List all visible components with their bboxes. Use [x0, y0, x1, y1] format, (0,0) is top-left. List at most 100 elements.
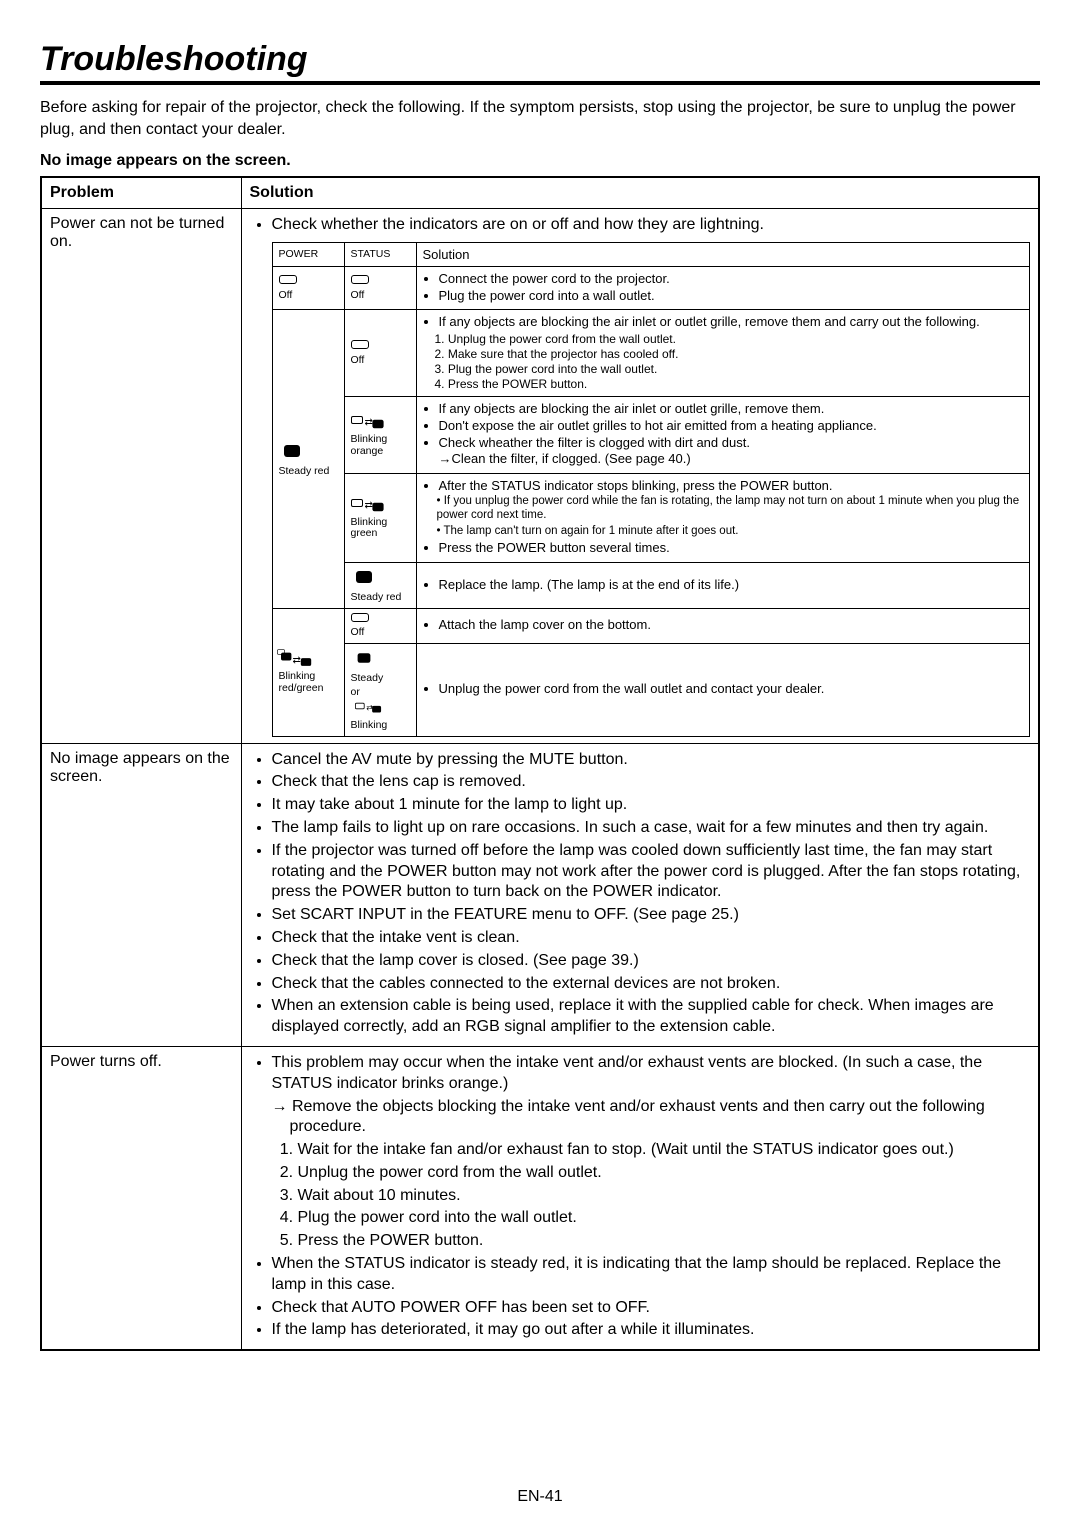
ind-status-steady-red-label: Steady red [351, 592, 410, 604]
sol-rg-steady: Unplug the power cord from the wall outl… [416, 643, 1030, 736]
sol2-steps: 1. Unplug the power cord from the wall o… [423, 332, 1024, 392]
ind-status-steady-or-blink: Steady or ⇄ Blinking [344, 643, 416, 736]
led-blink-icon: ⇄ [351, 495, 391, 511]
list-item: Wait about 10 minutes. [298, 1186, 1031, 1207]
ind-status-off2: Off [344, 310, 416, 396]
sol2-1: 1. Unplug the power cord from the wall o… [435, 332, 1024, 347]
led-steady-icon [279, 441, 305, 461]
sol3b: Don't expose the air outlet grilles to h… [439, 418, 1024, 434]
sol3c-text: Check wheather the filter is clogged wit… [439, 435, 750, 450]
page-title: Troubleshooting [40, 40, 1040, 85]
led-steady-icon [351, 567, 377, 587]
ind-steady-red-label: Steady red [279, 466, 338, 478]
list-item: Set SCART INPUT in the FEATURE menu to O… [272, 905, 1031, 926]
sol-steady-off: If any objects are blocking the air inle… [416, 310, 1030, 396]
list-item: It may take about 1 minute for the lamp … [272, 795, 1031, 816]
sol7: Unplug the power cord from the wall outl… [439, 681, 1024, 697]
ind-power-blink-rg: ⇄ Blinking red/green [272, 608, 344, 736]
ind-power-steady-red: Steady red [272, 310, 344, 608]
list-item: Check that AUTO POWER OFF has been set t… [272, 1298, 1031, 1319]
th-problem: Problem [41, 177, 241, 209]
indicator-table: POWER STATUS Solution Off Off [272, 242, 1031, 737]
ind-status-off-label: Off [351, 290, 410, 302]
list-item: If the lamp has deteriorated, it may go … [272, 1320, 1031, 1341]
inner-th-solution: Solution [416, 242, 1030, 266]
ind-status-off: Off [344, 266, 416, 310]
sol4c: • The lamp can't turn on again for 1 min… [437, 525, 1024, 539]
list-item: Check that the lens cap is removed. [272, 772, 1031, 793]
sol4b-text: If you unplug the power cord while the f… [437, 495, 1020, 521]
sol3a: If any objects are blocking the air inle… [439, 401, 1024, 417]
row3-lead: This problem may occur when the intake v… [272, 1053, 1031, 1095]
problem-no-image: No image appears on the screen. [41, 743, 241, 1046]
sol-blink-green: After the STATUS indicator stops blinkin… [416, 473, 1030, 562]
list-item: Plug the power cord into the wall outlet… [298, 1208, 1031, 1229]
ind-status-off2-label: Off [351, 355, 410, 367]
list-item: When an extension cable is being used, r… [272, 996, 1031, 1038]
row3-tail: When the STATUS indicator is steady red,… [250, 1254, 1031, 1341]
list-item: Check that the intake vent is clean. [272, 928, 1031, 949]
troubleshooting-table: Problem Solution Power can not be turned… [40, 176, 1040, 1351]
led-off-icon [279, 275, 297, 284]
sol3d-text: →Clean the filter, if clogged. (See page… [439, 451, 691, 466]
list-item: Check that the lamp cover is closed. (Se… [272, 951, 1031, 972]
inner-th-status: STATUS [344, 242, 416, 266]
led-off-icon [351, 275, 369, 284]
problem-power-on: Power can not be turned on. [41, 209, 241, 743]
ind-steady-label: Steady [351, 673, 410, 685]
ind-status-blink-orange: ⇄ Blinking orange [344, 396, 416, 473]
list-item: Check that the cables connected to the e… [272, 974, 1031, 995]
solution-power-off: This problem may occur when the intake v… [241, 1046, 1039, 1350]
sol4d: Press the POWER button several times. [439, 540, 1024, 556]
row1-lead: Check whether the indicators are on or o… [272, 215, 1031, 236]
led-blink-icon: ⇄ [355, 700, 387, 713]
sol5: Replace the lamp. (The lamp is at the en… [439, 577, 1024, 593]
problem-power-off: Power turns off. [41, 1046, 241, 1350]
th-solution: Solution [241, 177, 1039, 209]
led-off-icon [351, 613, 369, 622]
ind-power-off: Off [272, 266, 344, 310]
list-item: When the STATUS indicator is steady red,… [272, 1254, 1031, 1296]
sol4a: After the STATUS indicator stops blinkin… [439, 478, 1024, 494]
row2-list: Cancel the AV mute by pressing the MUTE … [250, 750, 1031, 1038]
row3-steps: Wait for the intake fan and/or exhaust f… [272, 1140, 1031, 1252]
led-blink-icon: ⇄ [279, 650, 319, 666]
solution-power-on: Check whether the indicators are on or o… [241, 209, 1039, 743]
ind-or-label: or [351, 687, 410, 699]
led-blink-icon: ⇄ [351, 412, 391, 428]
list-item: The lamp fails to light up on rare occas… [272, 818, 1031, 839]
ind-blink-rg-label: Blinking red/green [279, 671, 338, 694]
ind-status-off3: Off [344, 608, 416, 643]
sol6: Attach the lamp cover on the bottom. [439, 617, 1024, 633]
inner-th-power: POWER [272, 242, 344, 266]
sol2-4: 4. Press the POWER button. [435, 377, 1024, 392]
led-off-icon [351, 340, 369, 349]
ind-blink-green-label: Blinking green [351, 517, 410, 540]
page-footer: EN-41 [0, 1488, 1080, 1506]
sol-steady-red: Replace the lamp. (The lamp is at the en… [416, 562, 1030, 608]
list-item: Cancel the AV mute by pressing the MUTE … [272, 750, 1031, 771]
ind-power-off-label: Off [279, 290, 338, 302]
ind-status-blink-green: ⇄ Blinking green [344, 473, 416, 562]
solution-no-image: Cancel the AV mute by pressing the MUTE … [241, 743, 1039, 1046]
ind-status-steady-red: Steady red [344, 562, 416, 608]
sol1a: Connect the power cord to the projector. [439, 271, 1024, 287]
sol4c-text: The lamp can't turn on again for 1 minut… [444, 525, 739, 537]
sol4b: • If you unplug the power cord while the… [437, 495, 1024, 523]
section-heading: No image appears on the screen. [40, 152, 1040, 170]
list-item: Unplug the power cord from the wall outl… [298, 1163, 1031, 1184]
led-steady-icon [353, 650, 374, 666]
sol2-2: 2. Make sure that the projector has cool… [435, 347, 1024, 362]
sol1b: Plug the power cord into a wall outlet. [439, 288, 1024, 304]
sol-blink-orange: If any objects are blocking the air inle… [416, 396, 1030, 473]
list-item: If the projector was turned off before t… [272, 841, 1031, 903]
row3-arrow: → Remove the objects blocking the intake… [272, 1097, 1031, 1139]
intro-text: Before asking for repair of the projecto… [40, 97, 1040, 140]
sol-rg-off: Attach the lamp cover on the bottom. [416, 608, 1030, 643]
ind-blink-orange-label: Blinking orange [351, 434, 410, 457]
list-item: Wait for the intake fan and/or exhaust f… [298, 1140, 1031, 1161]
sol3c: Check wheather the filter is clogged wit… [439, 435, 1024, 468]
list-item: Press the POWER button. [298, 1231, 1031, 1252]
ind-blinking-label: Blinking [351, 720, 410, 732]
ind-status-off3-label: Off [351, 627, 410, 639]
